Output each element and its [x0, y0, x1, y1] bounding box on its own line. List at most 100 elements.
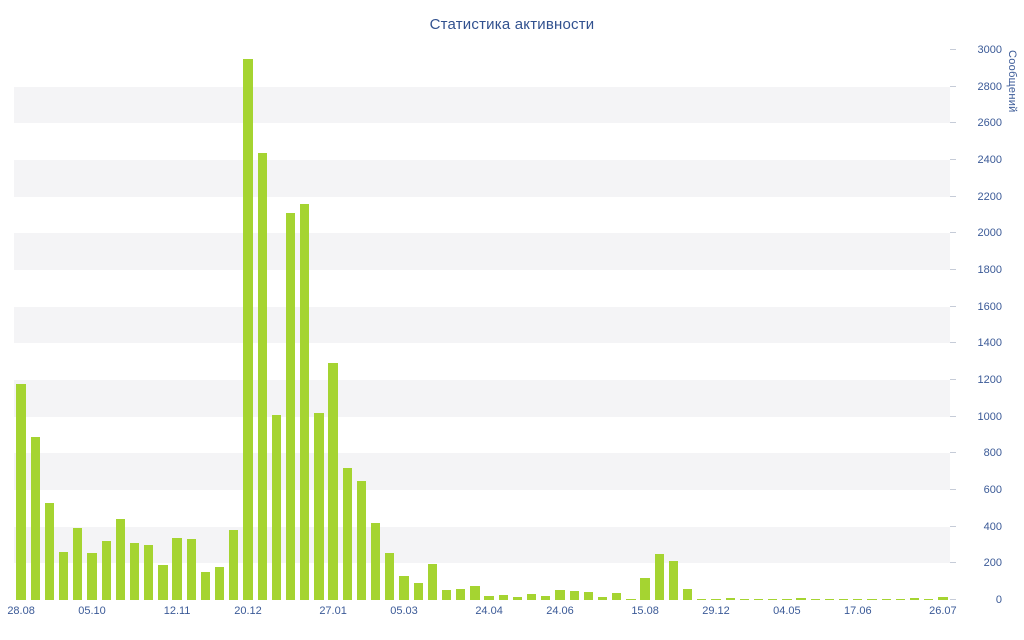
- y-tick-mark: [950, 85, 956, 87]
- bar: [441, 590, 452, 600]
- y-tick-mark: [950, 452, 956, 454]
- x-tick-label: 05.10: [78, 605, 106, 617]
- y-tick-mark: [950, 342, 956, 344]
- bar: [881, 599, 891, 600]
- y-tick-label: 2800: [977, 80, 1002, 93]
- y-tick-label: 1000: [977, 410, 1002, 423]
- bar: [214, 567, 225, 600]
- y-tick-mark: [950, 562, 956, 564]
- bar: [909, 598, 920, 600]
- bar: [569, 591, 579, 600]
- x-tick-label: 04.05: [773, 605, 801, 617]
- y-tick-mark: [950, 415, 956, 417]
- grid-band: [14, 86, 950, 124]
- grid-band: [14, 526, 950, 564]
- bar: [356, 481, 367, 600]
- bar: [697, 599, 707, 600]
- y-tick-mark: [950, 269, 956, 270]
- x-tick-label: 28.08: [7, 605, 35, 617]
- y-tick-mark: [950, 232, 956, 234]
- x-tick-label: 05.03: [390, 605, 418, 617]
- y-tick-label: 1400: [977, 337, 1002, 350]
- bar: [654, 554, 664, 600]
- x-tick-label: 26.07: [929, 605, 957, 617]
- bar: [300, 204, 310, 600]
- bar: [413, 583, 423, 600]
- bar: [44, 503, 55, 600]
- bar: [768, 599, 778, 600]
- y-axis-ticks: [950, 49, 956, 600]
- x-tick-label: 17.06: [844, 605, 872, 617]
- bar: [16, 384, 26, 600]
- bar: [30, 437, 40, 600]
- bar: [725, 598, 735, 600]
- y-tick-mark: [950, 489, 956, 490]
- bar: [838, 599, 849, 600]
- bar: [115, 519, 126, 600]
- y-tick-label: 2200: [977, 190, 1002, 203]
- x-tick-label: 29.12: [702, 605, 730, 617]
- y-tick-label: 2400: [977, 154, 1002, 166]
- x-tick-label: 24.04: [475, 605, 503, 617]
- x-tick-label: 24.06: [546, 605, 574, 617]
- bar: [924, 599, 934, 600]
- bar: [271, 415, 282, 600]
- bar: [73, 528, 83, 600]
- bar: [824, 599, 835, 600]
- bar: [87, 553, 97, 600]
- bar: [129, 543, 140, 600]
- y-tick-label: 3000: [977, 44, 1002, 56]
- bar: [867, 599, 877, 600]
- grid-band: [14, 233, 950, 270]
- y-tick-label: 2000: [977, 227, 1002, 240]
- bar: [526, 594, 537, 600]
- grid-band: [14, 380, 950, 417]
- y-tick-label: 1600: [977, 300, 1002, 313]
- y-tick-mark: [950, 122, 956, 124]
- bar: [314, 413, 324, 600]
- y-tick-label: 800: [983, 447, 1002, 460]
- bar: [668, 561, 679, 600]
- y-tick-label: 200: [983, 557, 1002, 570]
- chart-title: Статистика активности: [429, 16, 595, 33]
- bar: [640, 578, 650, 600]
- bar: [739, 599, 750, 600]
- bar: [682, 589, 693, 600]
- bar: [753, 599, 764, 600]
- bar: [285, 213, 296, 600]
- bar: [257, 153, 267, 600]
- bar: [796, 598, 806, 600]
- y-tick-mark: [950, 159, 956, 160]
- y-axis-title: Сообщений: [1006, 50, 1018, 113]
- y-tick-mark: [950, 379, 956, 380]
- y-axis-labels: 0 200 400 600 800 1000 1200 1400 1600 1800 2000 220…: [958, 44, 1002, 606]
- bar: [158, 565, 168, 600]
- x-tick-label: 15.08: [631, 605, 659, 617]
- bar: [470, 586, 480, 600]
- y-tick-label: 600: [983, 484, 1002, 496]
- bar: [938, 597, 948, 600]
- bar: [399, 576, 409, 600]
- y-tick-mark: [950, 195, 956, 197]
- bar: [101, 541, 111, 600]
- y-tick-label: 1200: [977, 374, 1002, 386]
- bar: [385, 553, 395, 600]
- x-axis-labels: 28.08 05.10 12.11 20.12 27.01 05.03 24.04 24.06…: [7, 605, 956, 621]
- bar: [555, 590, 565, 600]
- x-tick-label: 27.01: [319, 605, 347, 617]
- bar: [456, 589, 466, 600]
- bar: [186, 539, 196, 600]
- bar: [583, 592, 594, 600]
- y-tick-mark: [950, 305, 956, 307]
- bar: [172, 538, 182, 600]
- x-tick-label: 12.11: [163, 605, 191, 617]
- y-tick-label: 1800: [977, 264, 1002, 276]
- bar: [895, 599, 906, 600]
- bar: [342, 468, 352, 600]
- bar: [498, 595, 508, 600]
- bar: [810, 599, 820, 600]
- bar: [853, 599, 863, 600]
- bar: [711, 599, 721, 600]
- grid-band: [14, 453, 950, 490]
